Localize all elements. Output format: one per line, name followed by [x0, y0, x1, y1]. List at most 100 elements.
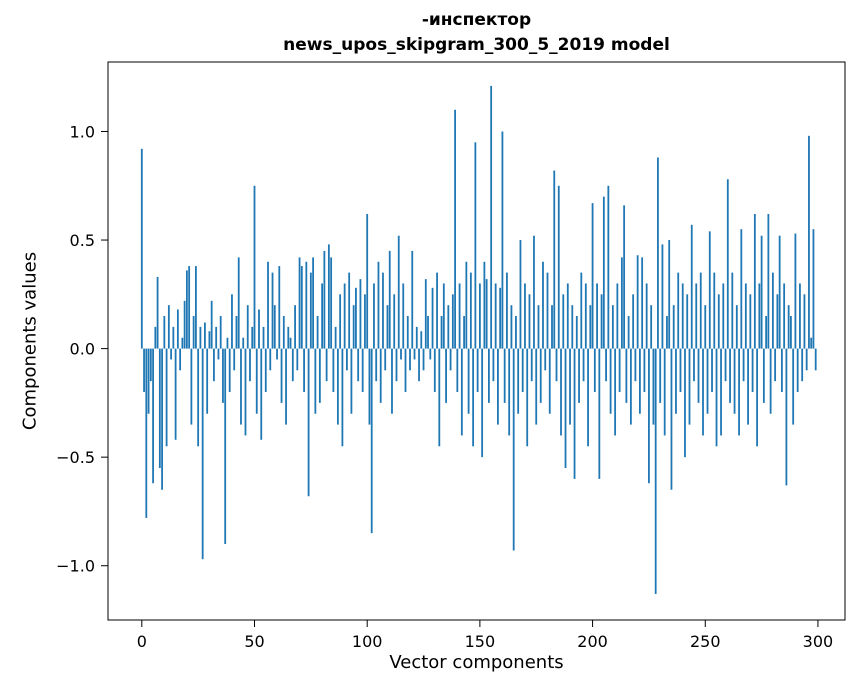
bar — [530, 348, 533, 382]
bar — [237, 257, 240, 349]
bar — [312, 257, 314, 349]
bar — [485, 279, 488, 349]
bar — [314, 348, 317, 414]
bar — [458, 283, 461, 349]
bar — [242, 337, 245, 349]
bar — [467, 348, 470, 414]
bar — [179, 348, 182, 371]
bar — [537, 305, 540, 349]
bar — [675, 348, 677, 414]
bar — [688, 348, 691, 425]
bar — [564, 348, 567, 469]
bar — [140, 148, 143, 349]
bar — [199, 326, 202, 349]
bar — [478, 283, 481, 349]
bar — [330, 257, 333, 349]
bar — [492, 348, 495, 382]
bar — [699, 272, 702, 349]
bar — [487, 348, 490, 403]
axes-spines — [107, 61, 846, 621]
bar — [555, 348, 558, 382]
bar — [388, 250, 391, 349]
y-tick-label: 1.0 — [70, 122, 95, 141]
bar — [726, 179, 729, 349]
bar — [341, 348, 344, 447]
bar — [291, 348, 294, 382]
bar — [632, 294, 635, 349]
bar — [285, 348, 287, 425]
bar — [560, 348, 562, 436]
bar — [569, 348, 571, 425]
bar — [474, 142, 477, 349]
bar — [697, 348, 700, 403]
bar — [636, 255, 639, 349]
bar — [544, 348, 547, 371]
bar — [695, 283, 698, 349]
bar — [639, 348, 641, 414]
bar — [629, 348, 632, 425]
bar — [190, 348, 193, 425]
bar — [657, 157, 659, 349]
bar — [300, 266, 303, 349]
bar — [445, 348, 447, 403]
bar — [145, 348, 148, 518]
bar — [605, 348, 607, 382]
bar — [339, 294, 342, 349]
bar — [677, 272, 680, 349]
bar — [147, 348, 150, 414]
bar — [440, 316, 443, 349]
bar — [251, 326, 254, 349]
bar — [611, 305, 614, 349]
bar — [648, 348, 650, 484]
bar — [578, 348, 580, 403]
bar — [309, 272, 312, 349]
bar — [729, 348, 731, 403]
bar — [751, 348, 754, 393]
bar — [382, 272, 384, 349]
bar — [620, 257, 623, 349]
bar — [364, 294, 366, 349]
bar — [512, 348, 515, 551]
bar — [253, 185, 256, 349]
bar — [289, 337, 292, 349]
bar — [774, 348, 777, 382]
bar — [377, 261, 380, 349]
bar — [273, 305, 276, 349]
x-axis-label: Vector components — [389, 652, 564, 673]
bar — [222, 348, 224, 403]
bars-group — [140, 85, 817, 594]
bar — [307, 348, 310, 497]
bar — [690, 224, 693, 349]
bar — [589, 305, 592, 349]
x-tick-label: 150 — [465, 632, 496, 651]
bar — [790, 316, 792, 349]
bar — [233, 348, 236, 371]
bar — [269, 348, 272, 371]
bar — [472, 348, 475, 447]
bar — [602, 196, 605, 349]
bar — [803, 294, 806, 349]
bar — [176, 309, 179, 349]
bar — [334, 326, 337, 349]
bar — [240, 348, 242, 425]
bar — [296, 348, 299, 371]
y-tick-label: −0.5 — [56, 448, 95, 467]
bar — [634, 348, 637, 382]
bar — [641, 257, 644, 349]
bar — [494, 283, 497, 349]
bar — [566, 283, 569, 349]
bar — [158, 348, 161, 469]
bar — [161, 348, 163, 490]
bar — [316, 316, 319, 349]
bar — [521, 348, 524, 393]
bar — [711, 348, 713, 393]
bar — [776, 294, 779, 349]
bar — [246, 305, 249, 349]
bar — [749, 294, 752, 349]
bar — [170, 348, 173, 360]
chart-title: -инспектор news_upos_skipgram_300_5_2019… — [108, 8, 845, 57]
bar — [476, 348, 479, 393]
bar — [172, 326, 175, 349]
bar — [167, 305, 170, 349]
bar — [163, 316, 166, 349]
